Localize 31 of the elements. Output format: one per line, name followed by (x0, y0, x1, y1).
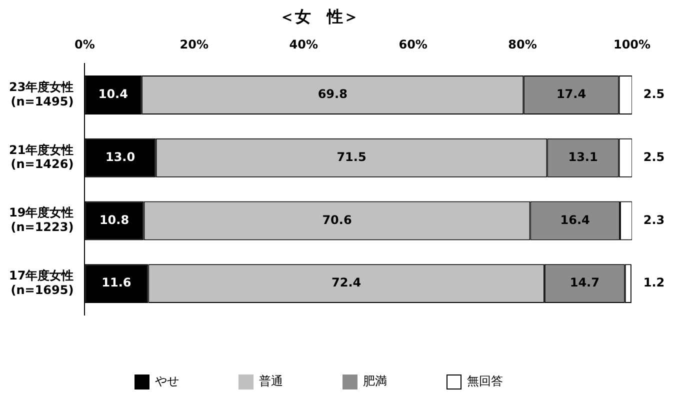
data-label: 13.0 (105, 150, 136, 164)
legend-label: 普通 (259, 374, 283, 388)
data-label: 10.8 (99, 212, 130, 227)
y-tick-label: 21年度女性 (n=1426) (8, 142, 74, 172)
x-tick-label: 20% (180, 38, 209, 52)
x-tick-label: 0% (74, 38, 95, 52)
data-label: 2.5 (643, 150, 665, 164)
data-label: 69.8 (318, 87, 348, 102)
data-label: 11.6 (102, 276, 132, 290)
legend-label: やせ (155, 374, 179, 388)
y-tick-label: 23年度女性 (n=1495) (8, 80, 74, 108)
data-label: 14.7 (570, 276, 600, 290)
data-label: 70.6 (322, 212, 352, 227)
data-label: 2.3 (643, 212, 665, 227)
y-tick-label: 17年度女性 (n=1695) (8, 268, 74, 297)
legend-label: 無回答 (467, 374, 503, 388)
chart-title: ＜女 性＞ (279, 6, 359, 26)
legend-label: 肥満 (363, 374, 387, 388)
data-label: 16.4 (560, 212, 590, 227)
data-label: 1.2 (643, 276, 665, 290)
x-tick-label: 40% (289, 38, 318, 52)
x-tick-label: 80% (508, 38, 537, 52)
data-label: 71.5 (336, 150, 366, 164)
data-label: 13.1 (568, 150, 598, 164)
y-tick-label: 19年度女性 (n=1223) (8, 206, 74, 234)
data-label: 72.4 (332, 276, 362, 290)
data-label: 10.4 (98, 87, 128, 102)
x-tick-label: 60% (398, 38, 428, 52)
x-tick-label: 100% (613, 38, 651, 52)
data-label: 2.5 (643, 87, 665, 102)
data-label: 17.4 (556, 87, 586, 102)
